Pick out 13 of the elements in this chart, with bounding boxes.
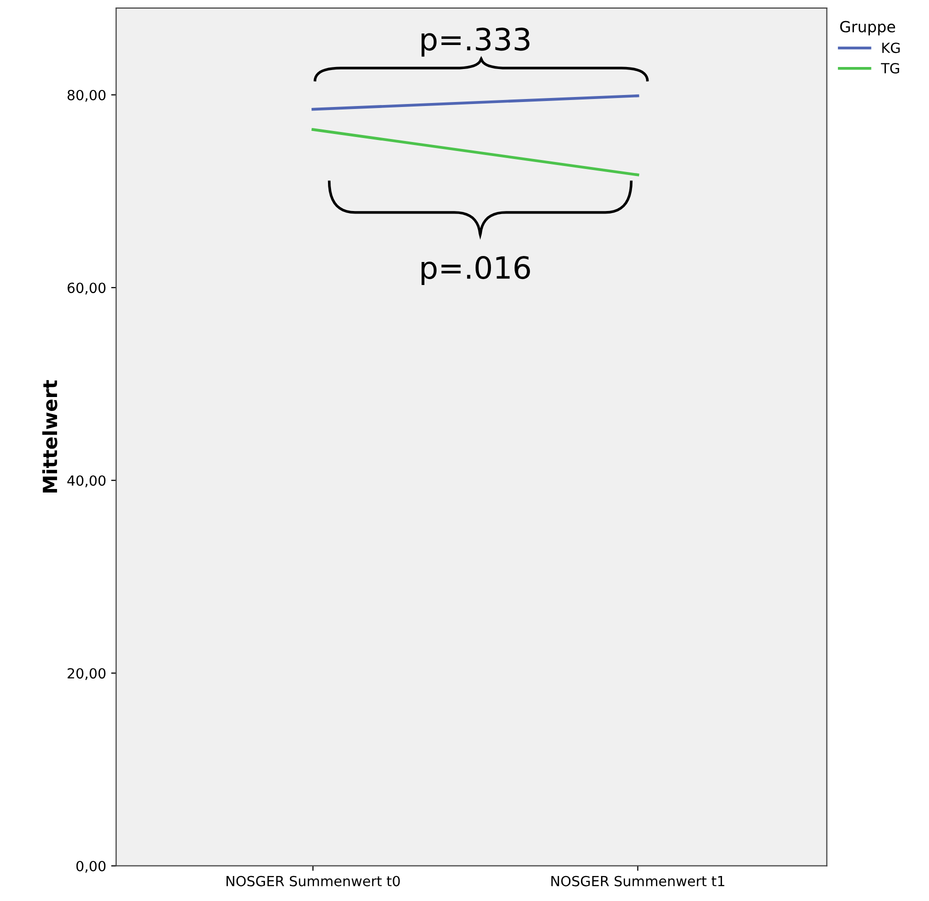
- annotation: p=.016: [422, 256, 530, 286]
- x-tick-label: NOSGER Summenwert t0: [226, 876, 400, 886]
- legend-title: Gruppe: [840, 20, 896, 36]
- y-tick-label: 0,00: [76, 860, 106, 873]
- y-tick-label: 80,00: [68, 90, 106, 102]
- y-tick-label: 20,00: [68, 668, 106, 680]
- annotation: p=.333: [422, 28, 530, 57]
- y-tick-label: 40,00: [67, 475, 106, 488]
- y-tick-label: 60,00: [68, 282, 106, 294]
- legend-label: KG: [882, 42, 900, 54]
- legend-label: TG: [880, 62, 900, 74]
- x-tick-label: NOSGER Summenwert t1: [551, 876, 724, 886]
- y-axis-title: Mittelwert: [42, 380, 58, 492]
